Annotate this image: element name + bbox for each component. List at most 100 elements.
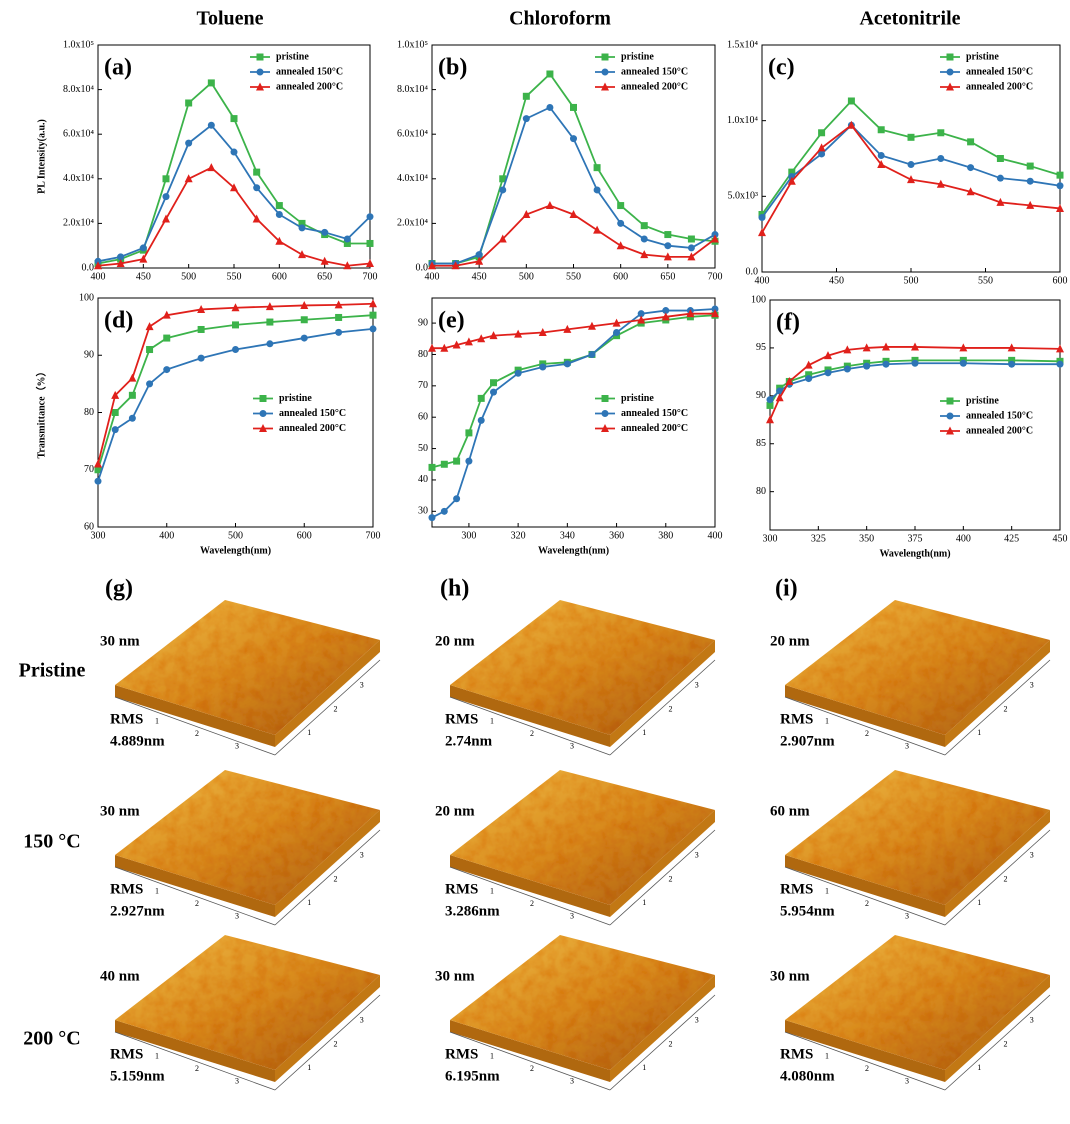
afm-tick: 3 [570, 1076, 574, 1085]
marker [198, 355, 205, 362]
afm-height: 60 nm [770, 803, 810, 819]
marker [260, 410, 267, 417]
x-axis-label: Wavelength(nm) [200, 545, 271, 556]
afm-tick: 3 [360, 681, 364, 690]
marker [878, 152, 885, 159]
marker [335, 329, 342, 336]
afm-tick: 1 [155, 1051, 159, 1060]
marker [546, 201, 554, 209]
afm-tick: 1 [642, 1063, 646, 1072]
legend-label: annealed 150°C [966, 410, 1033, 421]
afm-tick: 2 [865, 729, 869, 738]
panel-tag: (a) [104, 55, 132, 81]
afm-tick: 2 [669, 704, 673, 713]
series-line [432, 74, 715, 264]
afm-surface [450, 770, 715, 905]
afm-rms-label: RMS [445, 881, 478, 897]
x-tick-label: 340 [560, 530, 575, 541]
y-tick-label: 90 [84, 350, 94, 361]
y-axis-label: Transmittance（%） [34, 366, 47, 458]
column-title: Acetonitrile [859, 8, 960, 30]
afm-rms-value: 5.954nm [780, 903, 835, 919]
marker [112, 409, 119, 416]
afm-surface [450, 935, 715, 1070]
afm-tick: 2 [334, 1039, 338, 1048]
panel-tag: (g) [105, 576, 133, 602]
y-tick-label: 70 [418, 380, 428, 391]
marker [997, 175, 1004, 182]
marker [767, 396, 774, 403]
afm-tick: 3 [1030, 681, 1034, 690]
marker [367, 213, 374, 220]
afm-tick: 1 [490, 886, 494, 895]
afm-rms-label: RMS [780, 1046, 813, 1062]
x-tick-label: 350 [859, 533, 874, 544]
afm-surface [115, 600, 380, 735]
marker [232, 346, 239, 353]
afm-tick: 2 [530, 729, 534, 738]
x-tick-label: 375 [908, 533, 923, 544]
legend-label: annealed 150°C [621, 408, 688, 419]
y-tick-label: 6.0x10⁴ [63, 128, 95, 139]
afm-height: 40 nm [100, 968, 140, 984]
marker [253, 169, 260, 176]
marker [370, 325, 377, 332]
marker [276, 202, 283, 209]
legend-label: pristine [621, 393, 654, 404]
y-tick-label: 85 [756, 438, 766, 449]
y-tick-label: 8.0x10⁴ [397, 84, 429, 95]
marker [232, 321, 239, 328]
afm-tick: 2 [334, 874, 338, 883]
x-tick-label: 400 [708, 530, 723, 541]
marker [967, 164, 974, 171]
marker [95, 478, 102, 485]
x-tick-label: 500 [181, 271, 196, 282]
marker [453, 495, 460, 502]
afm-tick: 1 [642, 728, 646, 737]
afm-height: 20 nm [435, 633, 475, 649]
panel-tag: (c) [768, 55, 795, 81]
y-tick-label: 100 [79, 292, 94, 303]
x-tick-label: 300 [461, 530, 476, 541]
legend-label: annealed 150°C [276, 66, 343, 77]
afm-height: 30 nm [100, 633, 140, 649]
y-tick-label: 2.0x10⁴ [63, 218, 95, 229]
marker [908, 161, 915, 168]
marker [805, 375, 812, 382]
series-line [770, 363, 1060, 399]
afm-tick: 1 [490, 1051, 494, 1060]
legend-label: annealed 200°C [966, 425, 1033, 436]
legend-label: pristine [966, 395, 999, 406]
marker [937, 129, 944, 136]
row-label: 200 °C [23, 1028, 80, 1050]
marker [231, 115, 238, 122]
marker [441, 461, 448, 468]
afm-rms-value: 4.080nm [780, 1068, 835, 1084]
marker [301, 335, 308, 342]
x-tick-label: 500 [519, 271, 534, 282]
afm-rms-value: 2.927nm [110, 903, 165, 919]
y-tick-label: 95 [756, 342, 766, 353]
x-tick-label: 500 [904, 275, 919, 286]
legend-label: annealed 200°C [966, 81, 1033, 92]
marker [967, 138, 974, 145]
marker [602, 410, 609, 417]
y-tick-label: 80 [756, 486, 766, 497]
series-line [98, 315, 373, 470]
marker [163, 175, 170, 182]
y-tick-label: 60 [84, 521, 94, 532]
afm-tick: 2 [865, 899, 869, 908]
afm-tick: 1 [155, 716, 159, 725]
marker [818, 129, 825, 136]
y-tick-label: 5.0x10³ [728, 191, 759, 202]
marker [490, 379, 497, 386]
x-tick-label: 600 [613, 271, 628, 282]
legend-label: pristine [966, 51, 999, 62]
y-tick-label: 4.0x10⁴ [397, 173, 429, 184]
afm-surface [450, 600, 715, 735]
afm-rms-value: 2.74nm [445, 733, 493, 749]
afm-surface [115, 770, 380, 905]
afm-tick: 2 [530, 899, 534, 908]
marker [664, 242, 671, 249]
afm-rms-label: RMS [110, 711, 143, 727]
